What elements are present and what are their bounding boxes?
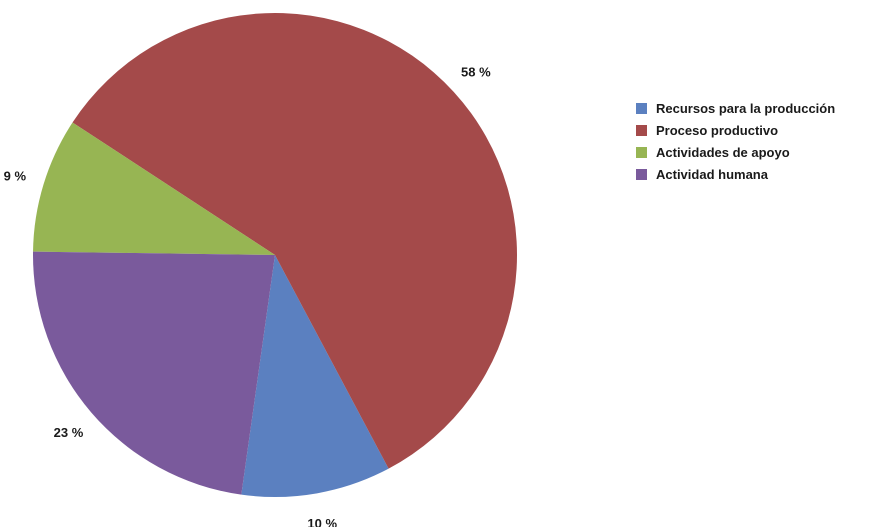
legend-swatch [636,124,647,136]
slice-label-1: 10 % [307,516,337,527]
legend-item: Proceso productivo [636,119,835,141]
pie-slice-4 [33,251,275,495]
slice-label-4: 23 % [54,425,84,440]
legend-item: Actividad humana [636,163,835,185]
slice-label-2: 58 % [461,65,491,80]
legend-swatch [636,146,647,158]
legend-label: Proceso productivo [656,122,779,138]
legend-item: Actividades de apoyo [636,141,835,163]
legend-label: Recursos para la producción [656,100,836,116]
legend-label: Actividad humana [656,166,768,182]
pie-slice-3 [33,122,275,255]
pie-slice-2 [72,12,517,469]
slice-label-3: 9 % [4,168,27,183]
legend-item: Recursos para la producción [636,97,835,119]
legend-swatch [636,102,647,114]
legend-swatch [636,168,647,180]
pie-slice-1 [241,255,389,497]
legend-label: Actividades de apoyo [656,144,790,160]
legend: Recursos para la producción Proceso produ… [636,97,835,185]
